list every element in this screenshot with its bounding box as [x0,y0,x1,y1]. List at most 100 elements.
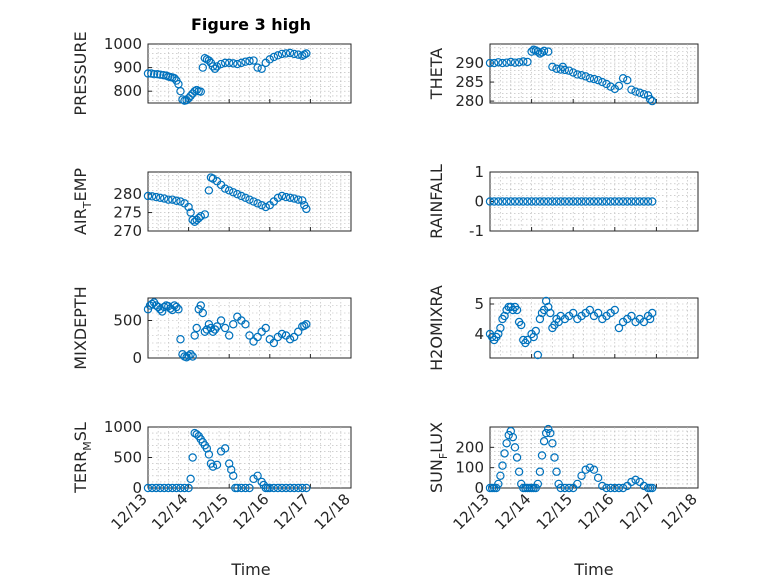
data-point [184,202,193,212]
data-point [585,463,595,472]
data-point [143,69,153,78]
y-axis-label-part: SUN [427,459,446,493]
data-point [506,57,515,67]
chart-title: Figure 3 high [191,15,311,34]
data-point [589,74,599,84]
data-point [269,338,279,348]
x-tick-label: 12/13 [450,490,493,533]
y-axis-label: RAINFALL [427,164,446,239]
data-point [512,305,522,315]
data-point [245,56,254,66]
data-point [550,453,559,462]
y-axis-label-part: SL [71,422,90,441]
y-tick-label: 1 [474,163,484,181]
data-point [556,197,565,206]
data-point [160,194,169,203]
data-point [245,331,254,340]
data-point [176,483,185,493]
x-tick-label: 12/18 [311,490,354,533]
y-axis-label-subscript: T [81,201,94,209]
y-tick-label: 0 [474,193,484,211]
data-point [631,475,640,485]
y-axis-label-part: PRESSURE [71,31,90,115]
x-tick-label: 12/17 [616,490,659,533]
data-point [229,320,238,329]
data-point [216,59,226,69]
data-point [494,58,503,67]
data-point [610,305,620,315]
data-point [188,215,197,225]
data-point [257,64,266,73]
data-point [151,483,161,493]
data-point [147,192,157,201]
data-point [188,453,197,462]
data-point [504,430,513,440]
data-point [614,483,624,493]
data-point [241,57,250,66]
data-point [523,197,532,206]
data-point [531,483,540,493]
data-point [229,188,238,197]
data-point [281,49,291,58]
y-axis-label-part: RAINFALL [427,164,446,239]
data-point [541,428,551,438]
data-point [577,71,586,80]
data-point [220,444,230,453]
data-point [544,197,553,206]
y-tick-label: 0 [132,479,142,497]
data-point [494,479,503,489]
data-point [500,311,509,321]
data-point [212,460,222,470]
data-point [485,197,495,206]
data-point [294,195,303,204]
data-point [147,483,157,493]
x-tick-label: 12/14 [491,490,534,533]
data-point [302,320,311,329]
data-point [168,195,177,204]
data-point [143,191,153,201]
y-axis-label-part: THETA [427,48,446,100]
data-point [598,77,607,87]
data-point [546,308,555,318]
data-point [298,51,307,61]
data-point [192,430,201,439]
data-point [273,193,283,203]
data-point [176,197,185,206]
data-point [294,483,303,493]
data-point [569,197,578,206]
data-point [204,56,214,65]
series-markers [143,48,311,105]
data-point [277,49,287,59]
data-point [172,302,181,312]
data-point [164,483,173,493]
y-tick-label: 800 [113,82,142,100]
data-point [155,70,165,79]
data-point [527,47,536,56]
data-point [294,327,303,336]
data-point [498,197,507,206]
panel-5: 0 500 MIXDEPTH [71,286,352,370]
data-point [554,479,563,489]
x-axis-label-right: Time [573,560,613,579]
data-point [606,483,615,493]
y-tick-label: 1000 [104,418,142,436]
data-point [253,332,262,342]
data-point [548,62,557,72]
x-axis-label-left: Time [230,560,270,579]
data-point [598,481,607,491]
data-point [158,307,167,316]
data-point [564,197,574,206]
data-point [224,58,234,68]
data-point [249,56,258,65]
data-point [500,449,509,458]
data-point [233,59,242,69]
data-point [614,81,624,91]
series-markers [485,424,657,493]
data-point [618,197,628,206]
data-point [265,55,274,64]
data-point [589,465,599,474]
y-axis-label-part: EMP [71,168,90,202]
data-point [585,305,595,315]
data-point [648,197,657,206]
y-axis-label-part: LUX [427,422,446,453]
